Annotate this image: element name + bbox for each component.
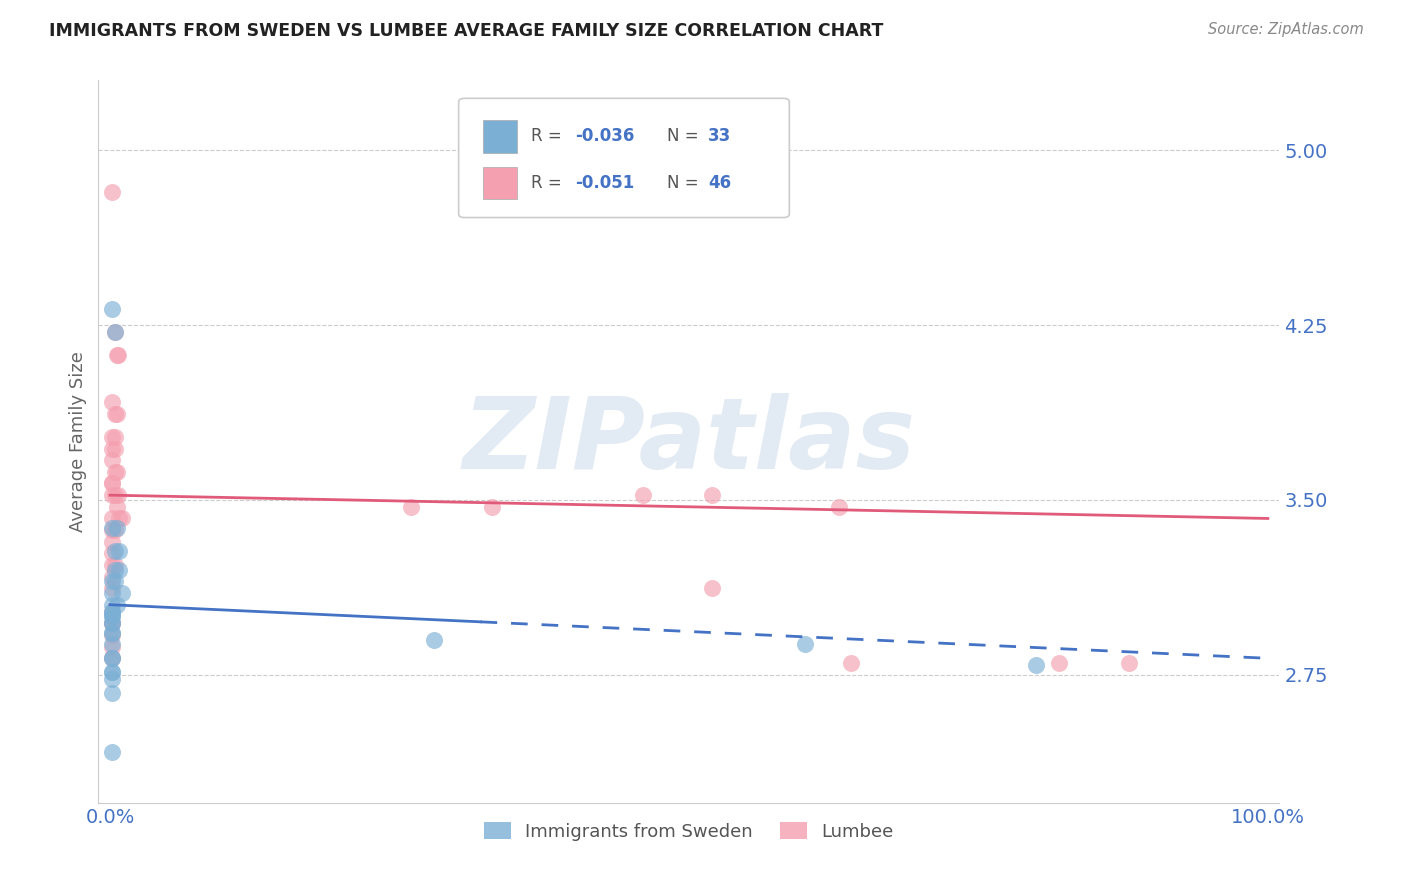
- Point: [101, 625, 124, 640]
- Point: [101, 628, 124, 642]
- Point: [104, 574, 127, 589]
- Point: [101, 521, 124, 535]
- Point: [107, 488, 129, 502]
- Point: [101, 651, 124, 665]
- Point: [101, 598, 124, 612]
- Point: [101, 605, 124, 619]
- Point: [1025, 658, 1047, 673]
- Point: [104, 325, 127, 339]
- Text: ZIPatlas: ZIPatlas: [463, 393, 915, 490]
- Point: [101, 453, 124, 467]
- Point: [101, 745, 124, 759]
- Point: [101, 185, 124, 199]
- Point: [101, 570, 124, 584]
- Point: [108, 511, 131, 525]
- Point: [101, 605, 124, 619]
- Point: [104, 544, 127, 558]
- Point: [101, 511, 124, 525]
- Point: [101, 665, 124, 680]
- Point: [105, 348, 128, 362]
- Text: -0.036: -0.036: [575, 128, 636, 145]
- Text: IMMIGRANTS FROM SWEDEN VS LUMBEE AVERAGE FAMILY SIZE CORRELATION CHART: IMMIGRANTS FROM SWEDEN VS LUMBEE AVERAGE…: [49, 22, 883, 40]
- Point: [104, 523, 127, 537]
- Point: [101, 665, 124, 680]
- Y-axis label: Average Family Size: Average Family Size: [69, 351, 87, 532]
- Text: N =: N =: [666, 174, 703, 193]
- Point: [828, 500, 851, 514]
- Point: [1118, 656, 1140, 670]
- Point: [423, 632, 446, 647]
- Legend: Immigrants from Sweden, Lumbee: Immigrants from Sweden, Lumbee: [477, 815, 901, 848]
- Point: [399, 500, 422, 514]
- Point: [101, 546, 124, 560]
- Point: [104, 407, 127, 421]
- Point: [107, 348, 129, 362]
- Point: [104, 488, 127, 502]
- Point: [839, 656, 862, 670]
- Point: [101, 605, 124, 619]
- Point: [104, 442, 127, 456]
- Point: [105, 500, 128, 514]
- Point: [104, 465, 127, 479]
- Point: [101, 574, 124, 589]
- Point: [101, 582, 124, 596]
- Point: [101, 609, 124, 624]
- Point: [104, 563, 127, 577]
- Text: R =: R =: [530, 174, 567, 193]
- Point: [101, 476, 124, 491]
- FancyBboxPatch shape: [458, 98, 789, 218]
- Point: [104, 558, 127, 572]
- Point: [104, 430, 127, 444]
- Point: [1049, 656, 1071, 670]
- Point: [105, 598, 128, 612]
- Text: -0.051: -0.051: [575, 174, 636, 193]
- Point: [101, 395, 124, 409]
- Point: [101, 488, 124, 502]
- Point: [105, 465, 128, 479]
- Point: [700, 582, 723, 596]
- Point: [110, 511, 132, 525]
- Point: [101, 673, 124, 687]
- Point: [108, 563, 131, 577]
- Point: [101, 558, 124, 572]
- Point: [101, 442, 124, 456]
- Point: [101, 430, 124, 444]
- Point: [101, 301, 124, 316]
- Point: [101, 637, 124, 651]
- Point: [101, 616, 124, 631]
- Point: [101, 651, 124, 665]
- Point: [793, 637, 815, 651]
- Text: N =: N =: [666, 128, 703, 145]
- Point: [105, 521, 128, 535]
- Point: [101, 586, 124, 600]
- Point: [101, 523, 124, 537]
- Point: [101, 686, 124, 700]
- Point: [101, 534, 124, 549]
- Text: 33: 33: [707, 128, 731, 145]
- Point: [101, 651, 124, 665]
- Point: [700, 488, 723, 502]
- Point: [101, 625, 124, 640]
- Point: [101, 616, 124, 631]
- Text: Source: ZipAtlas.com: Source: ZipAtlas.com: [1208, 22, 1364, 37]
- Point: [481, 500, 503, 514]
- Point: [110, 586, 132, 600]
- Point: [101, 640, 124, 654]
- Point: [108, 544, 131, 558]
- Point: [101, 609, 124, 624]
- FancyBboxPatch shape: [484, 167, 516, 200]
- Point: [101, 476, 124, 491]
- Point: [101, 616, 124, 631]
- Point: [105, 407, 128, 421]
- FancyBboxPatch shape: [484, 120, 516, 153]
- Point: [101, 616, 124, 631]
- Point: [631, 488, 654, 502]
- Text: 46: 46: [707, 174, 731, 193]
- Point: [104, 325, 127, 339]
- Text: R =: R =: [530, 128, 567, 145]
